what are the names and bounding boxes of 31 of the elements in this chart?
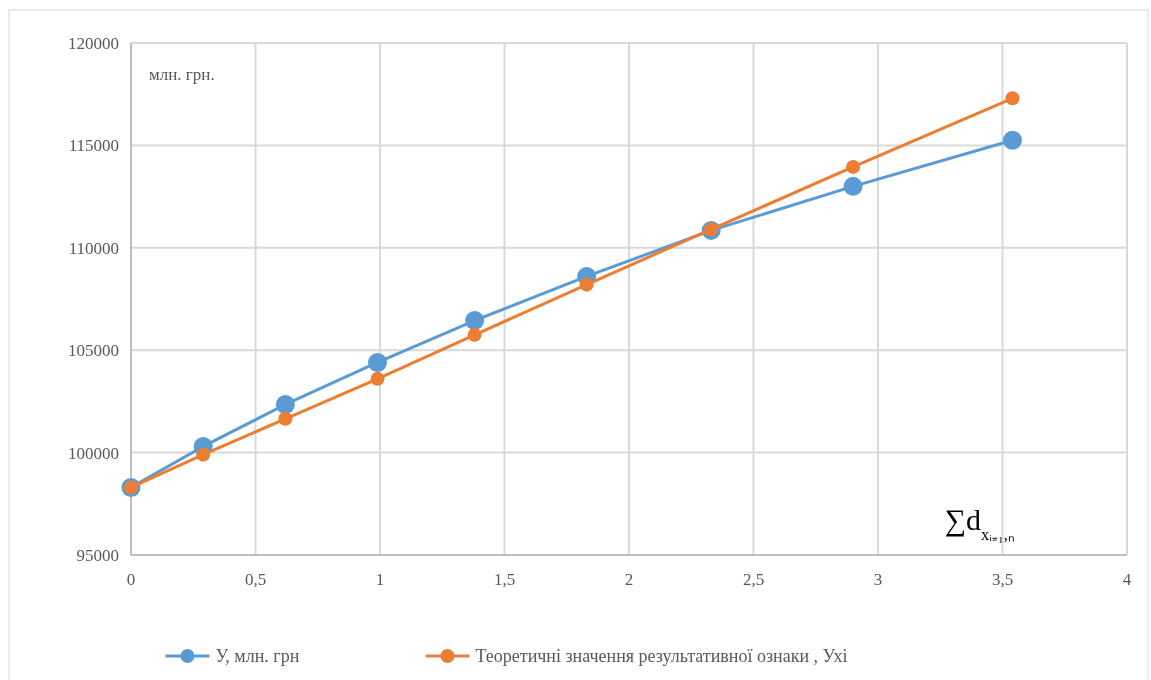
y-tick-label: 110000 <box>68 238 119 258</box>
point <box>370 371 385 386</box>
y-tick-label: 120000 <box>68 33 119 53</box>
y-tick-label: 95000 <box>76 545 119 565</box>
x-tick-label: 4 <box>1122 570 1132 589</box>
y-tick-label: 115000 <box>68 136 119 156</box>
point <box>467 327 482 342</box>
point <box>278 411 293 426</box>
point <box>843 176 863 196</box>
point <box>275 394 295 414</box>
x-tick-label: 2 <box>624 570 634 589</box>
annotation: ∑d$_{xᵢ₌₁,ₙ}$ <box>944 503 1015 544</box>
point <box>1005 91 1020 106</box>
legend-label: Теоретичні значення результативної ознаки , Ухі <box>475 646 848 667</box>
y-tick-label: 100000 <box>68 443 119 463</box>
annotation: млн. грн. <box>149 65 215 84</box>
x-tick-label: 0 <box>126 570 136 589</box>
point <box>368 352 388 372</box>
point <box>196 447 211 462</box>
x-tick-label: 1,5 <box>493 570 516 589</box>
legend-label: У, млн. грн <box>215 646 300 667</box>
point <box>465 311 485 330</box>
point <box>1002 130 1022 150</box>
x-tick-label: 3 <box>873 570 883 589</box>
y-tick-label: 105000 <box>68 341 119 361</box>
x-tick-label: 1 <box>375 570 385 589</box>
point <box>579 277 594 292</box>
point <box>846 159 861 174</box>
x-tick-label: 0,5 <box>244 570 267 589</box>
x-tick-label: 3,5 <box>991 570 1014 589</box>
x-tick-label: 2,5 <box>742 570 765 589</box>
